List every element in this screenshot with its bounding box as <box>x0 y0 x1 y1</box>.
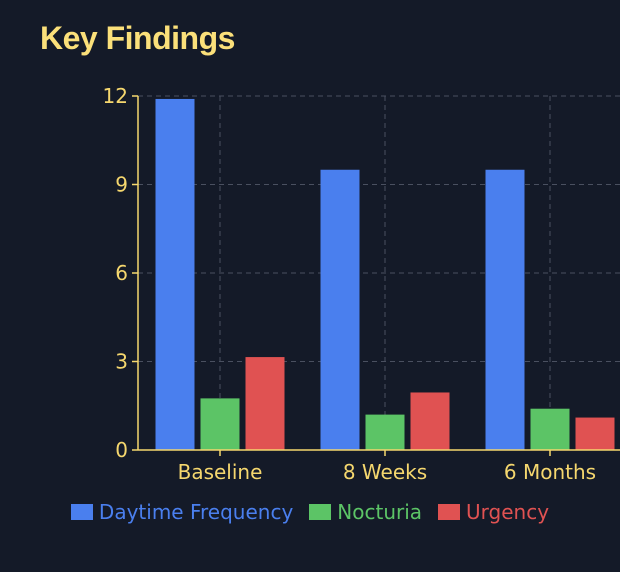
bar-urgency-8-weeks <box>410 392 450 450</box>
bar-chart: 0 3 6 9 12 Baseline 8 Weeks 6 Months <box>103 84 620 484</box>
legend-swatch <box>70 504 93 520</box>
legend-item-daytime-frequency[interactable]: Daytime Frequency <box>70 500 294 524</box>
bar-urgency-baseline <box>245 357 285 450</box>
grid-lines <box>138 95 620 450</box>
legend-item-urgency[interactable]: Urgency <box>438 500 549 524</box>
bar-nocturia-8-weeks <box>365 414 405 450</box>
legend-swatch <box>309 504 332 520</box>
axes <box>132 95 620 456</box>
legend-swatch <box>438 504 461 520</box>
bar-nocturia-6-months <box>530 408 570 450</box>
x-tick-label: 6 Months <box>504 460 596 484</box>
legend-label: Urgency <box>466 500 550 524</box>
bar-daytime-frequency-baseline <box>155 98 195 450</box>
legend-item-nocturia[interactable]: Nocturia <box>309 500 422 524</box>
y-tick-label: 0 <box>115 438 128 462</box>
x-tick-label: 8 Weeks <box>343 460 427 484</box>
x-tick-label: Baseline <box>178 460 263 484</box>
y-tick-label: 3 <box>115 350 128 374</box>
bar-urgency-6-months <box>575 417 615 450</box>
y-tick-label: 6 <box>115 261 128 285</box>
chart-legend: Daytime Frequency Nocturia Urgency <box>0 500 620 524</box>
bar-daytime-frequency-6-months <box>485 169 525 450</box>
y-tick-label: 9 <box>115 173 128 197</box>
bar-daytime-frequency-8-weeks <box>320 169 360 450</box>
bars <box>155 98 615 450</box>
page-title: Key Findings <box>40 20 235 56</box>
y-tick-label: 12 <box>103 84 128 108</box>
legend-label: Daytime Frequency <box>98 500 294 524</box>
tick-labels: 0 3 6 9 12 Baseline 8 Weeks 6 Months <box>103 84 597 484</box>
bar-nocturia-baseline <box>200 398 240 450</box>
legend-label: Nocturia <box>337 500 423 524</box>
